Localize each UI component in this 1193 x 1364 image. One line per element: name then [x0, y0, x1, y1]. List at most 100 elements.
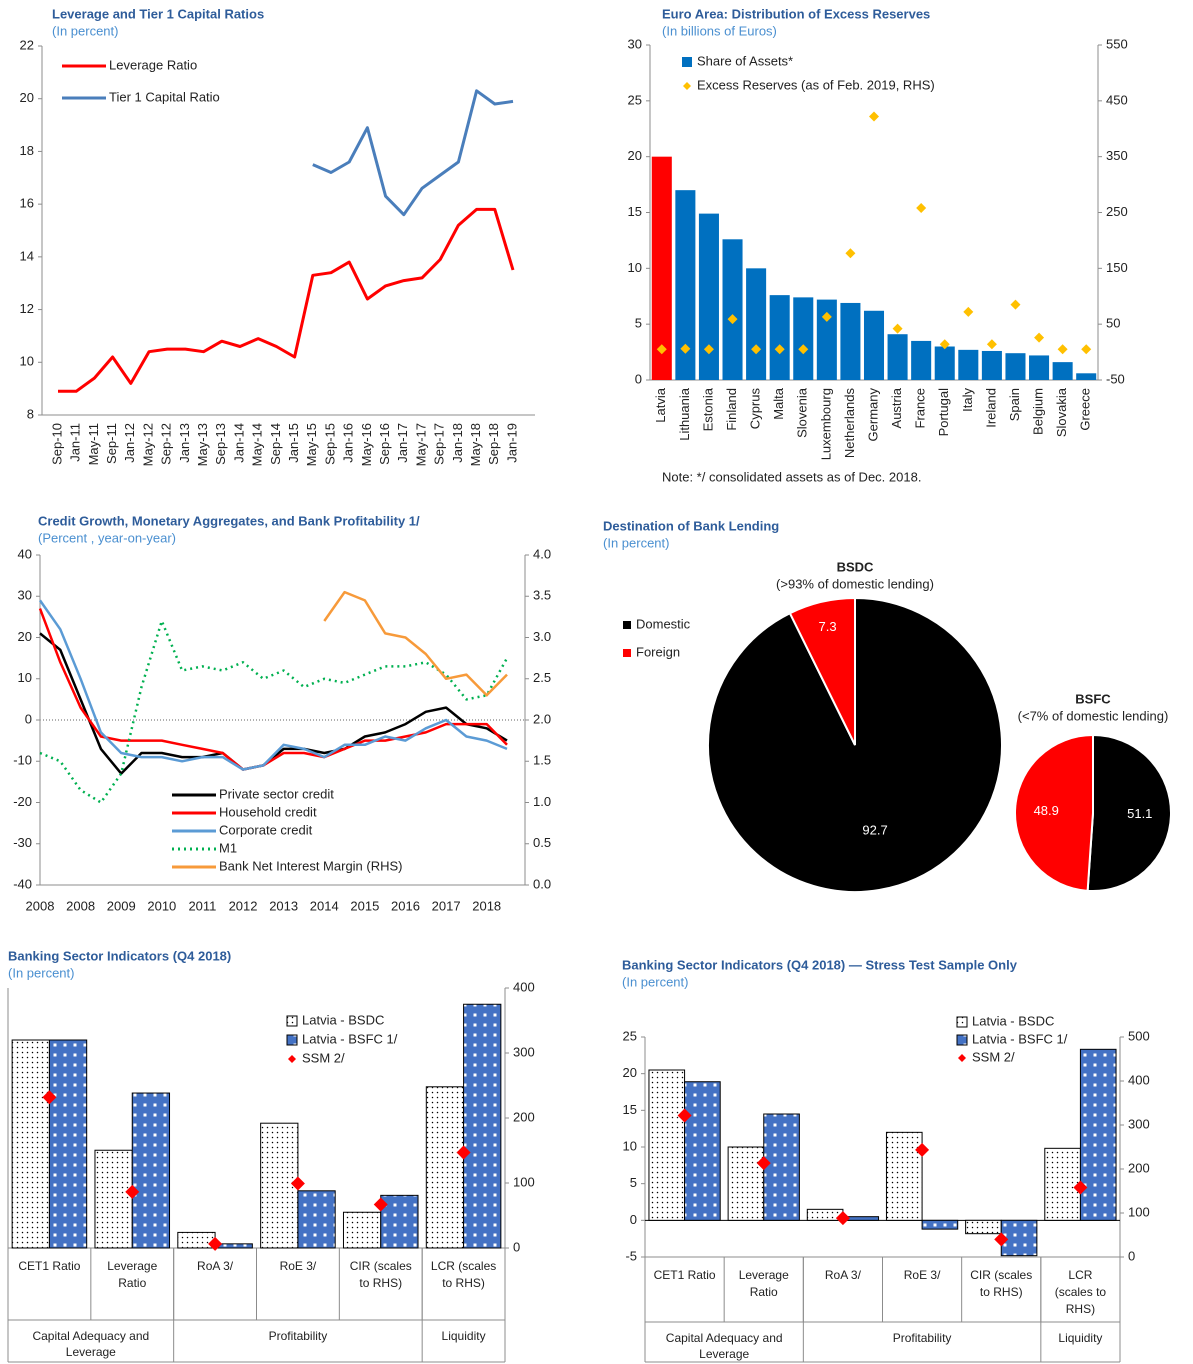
- bar: [763, 1113, 800, 1221]
- y-tick-label: 10: [18, 670, 32, 685]
- x-tick-label: Sep-10: [49, 423, 64, 465]
- x-tick-label: Sep-15: [322, 423, 337, 465]
- bar: [981, 350, 1002, 380]
- bar: [698, 213, 719, 380]
- group-label: Profitability: [268, 1329, 328, 1343]
- x-tick-label: Greece: [1078, 388, 1093, 431]
- pie-slice: [1013, 733, 1094, 892]
- label-box: CIR (scales to RHS): [970, 1268, 1032, 1299]
- y-tick-label: 15: [628, 204, 642, 219]
- x-tick-label: 2017: [432, 898, 461, 913]
- data-label: 48.9: [1034, 803, 1059, 818]
- chart-subtitle: (In percent): [603, 535, 669, 550]
- y2-tick-label: 550: [1106, 36, 1128, 51]
- bar: [958, 349, 979, 380]
- x-tick-label: RoE 3/: [279, 1259, 317, 1273]
- pie-slice: [1086, 733, 1172, 892]
- x-tick-label: Malta: [771, 387, 786, 420]
- group-label: Capital Adequacy and Leverage: [32, 1329, 150, 1359]
- y-tick-label: -5: [625, 1248, 637, 1263]
- legend-label: Latvia - BSFC 1/: [972, 1031, 1068, 1046]
- x-tick-label: 2014: [310, 898, 339, 913]
- x-tick-label: RoA 3/: [197, 1259, 234, 1273]
- x-tick-label: Ireland: [983, 388, 998, 428]
- x-tick-label: Germany: [865, 388, 880, 442]
- label-box: Liquidity: [441, 1329, 486, 1343]
- legend-label: Leverage Ratio: [109, 57, 197, 72]
- y-tick-label: 30: [18, 588, 32, 603]
- x-tick-label: Jan-17: [395, 423, 410, 463]
- x-tick-label: Jan-13: [177, 423, 192, 463]
- marker: [677, 1108, 692, 1123]
- legend-label: Bank Net Interest Margin (RHS): [219, 858, 403, 873]
- legend-label: Tier 1 Capital Ratio: [109, 89, 220, 104]
- data-line: [323, 590, 508, 697]
- marker: [1010, 299, 1021, 310]
- x-tick-label: CIR (scales to RHS): [349, 1259, 412, 1290]
- legend-swatch: [286, 1034, 298, 1046]
- marker: [1073, 1180, 1088, 1195]
- x-tick-label: LCR (scales to RHS): [1054, 1268, 1107, 1316]
- pie-subtitle: (>93% of domestic lending): [776, 576, 934, 591]
- group-label: Liquidity: [441, 1329, 486, 1343]
- legend-label: Private sector credit: [219, 786, 334, 801]
- label-box: RoA 3/: [197, 1259, 234, 1273]
- y2-tick-label: 100: [1128, 1204, 1150, 1219]
- x-tick-label: Jan-11: [68, 423, 83, 462]
- bar: [965, 1219, 1002, 1235]
- x-tick-label: Italy: [960, 388, 975, 412]
- legend-label: SSM 2/: [302, 1050, 345, 1065]
- group-label: Liquidity: [1058, 1331, 1103, 1345]
- x-tick-label: Belgium: [1030, 388, 1045, 435]
- y-tick-label: 18: [20, 143, 34, 158]
- y-tick-label: 0: [635, 371, 642, 386]
- x-tick-label: Portugal: [936, 388, 951, 437]
- y-tick-label: 25: [623, 1028, 637, 1043]
- x-tick-label: Sep-12: [159, 423, 174, 465]
- y2-tick-label: 4.0: [533, 546, 551, 561]
- data-label: 92.7: [862, 822, 887, 837]
- x-tick-label: Spain: [1007, 388, 1022, 421]
- data-line: [39, 632, 508, 775]
- x-tick-label: Jan-18: [450, 423, 465, 463]
- y2-tick-label: 300: [1128, 1116, 1150, 1131]
- marker: [798, 344, 809, 355]
- y-tick-label: 16: [20, 196, 34, 211]
- bar: [131, 1092, 171, 1249]
- marker: [1081, 344, 1092, 355]
- y2-tick-label: 150: [1106, 260, 1128, 275]
- legend-label: Share of Assets*: [697, 53, 793, 68]
- marker: [208, 1236, 223, 1251]
- y-tick-label: 14: [20, 248, 34, 263]
- y-tick-label: 5: [635, 316, 642, 331]
- y-tick-label: 20: [623, 1065, 637, 1080]
- x-tick-label: Jan-15: [286, 423, 301, 463]
- x-tick-label: Finland: [724, 388, 739, 431]
- bar: [1076, 373, 1097, 380]
- chart-subtitle: (Percent , year-on-year): [38, 530, 176, 545]
- x-tick-label: May-18: [468, 423, 483, 466]
- label-box: LCR (scales to RHS): [431, 1259, 496, 1290]
- legend-label: Foreign: [636, 644, 680, 659]
- legend-swatch: [286, 1015, 298, 1027]
- marker: [821, 311, 832, 322]
- y2-tick-label: 2.0: [533, 711, 551, 726]
- chart-subtitle: (In billions of Euros): [662, 23, 777, 38]
- x-tick-label: RoE 3/: [903, 1268, 941, 1282]
- x-tick-label: Sep-17: [432, 423, 447, 465]
- bar: [177, 1231, 216, 1249]
- y-tick-label: 20: [628, 148, 642, 163]
- label-box: CET1 Ratio: [654, 1268, 716, 1282]
- bar: [94, 1149, 133, 1249]
- legend-swatch: [623, 621, 631, 629]
- bar: [769, 295, 790, 380]
- pie-title: BSFC: [1075, 691, 1111, 706]
- bar: [1052, 362, 1073, 380]
- y2-tick-label: 450: [1106, 92, 1128, 107]
- y-tick-label: 20: [18, 629, 32, 644]
- y-tick-label: 25: [628, 92, 642, 107]
- marker: [290, 1176, 305, 1191]
- legend-swatch: [956, 1034, 968, 1046]
- x-tick-label: Sep-16: [377, 423, 392, 465]
- label-box: Profitability: [268, 1329, 328, 1343]
